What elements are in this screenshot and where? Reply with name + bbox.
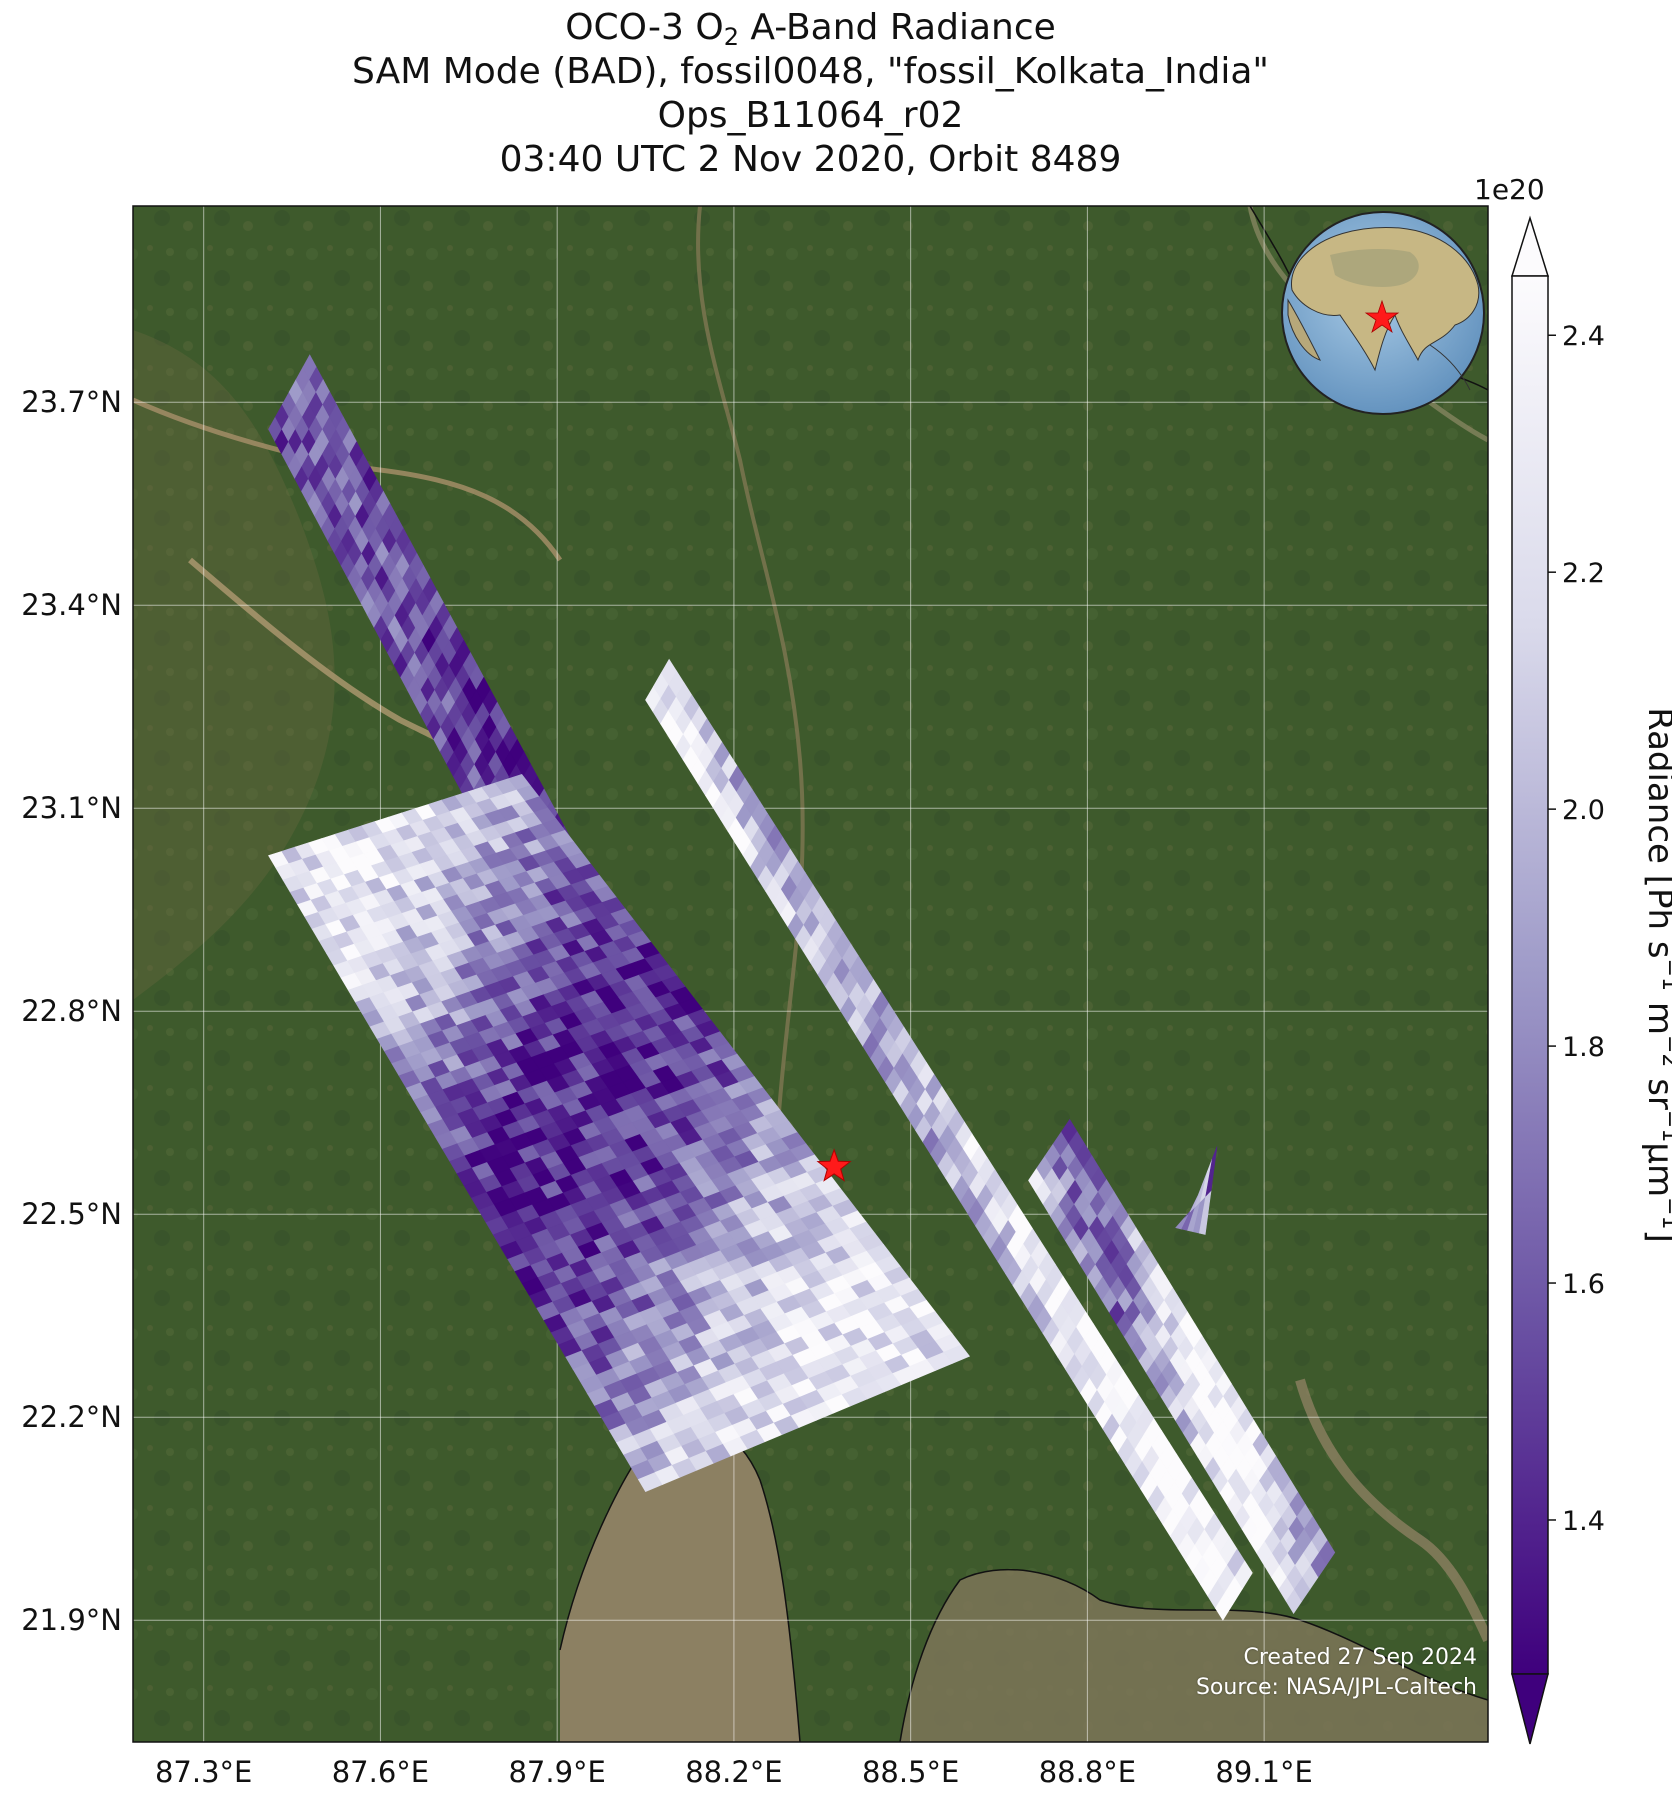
y-tick-label: 23.4°N (21, 588, 122, 622)
globe-indonesia (1429, 344, 1471, 391)
x-tick-label: 88.2°E (685, 1755, 782, 1789)
chart-title: OCO-3 O2 A-Band Radiance SAM Mode (BAD),… (133, 6, 1488, 182)
x-tick-label: 87.3°E (155, 1755, 252, 1789)
delta-channel (1295, 1378, 1488, 1643)
swath-5 (1175, 1146, 1218, 1235)
x-axis-ticks: 87.3°E 87.6°E 87.9°E 88.2°E 88.5°E 88.8°E 89.1… (155, 1755, 1313, 1789)
y-tick-label: 22.5°N (21, 1197, 122, 1231)
map-frame (132, 205, 1489, 1743)
x-tick-label: 87.9°E (508, 1755, 605, 1789)
radiance-cell (943, 1344, 971, 1364)
y-tick-label: 22.2°N (21, 1400, 122, 1434)
globe-africa-edge (1287, 298, 1321, 361)
colorbar-bar (1511, 275, 1549, 1675)
globe-himalaya (1330, 248, 1419, 287)
x-tick-label: 88.5°E (862, 1755, 959, 1789)
colorbar: 1.4 1.6 1.8 2.0 2.2 2.4 (1510, 215, 1605, 1745)
credit-created: Created 27 Sep 2024 (1243, 1645, 1478, 1670)
colorbar-max-extension (1510, 215, 1550, 277)
swath-4 (1028, 1118, 1336, 1614)
plateau-region (133, 330, 335, 1000)
colorbar-label: Radiance [Ph s−1 m−2 sr−1μm−1] (1640, 707, 1672, 1243)
radiance-cell (1318, 1539, 1336, 1566)
x-tick-label: 89.1°E (1215, 1755, 1312, 1789)
colorbar-tick-label: 2.0 (1562, 795, 1605, 826)
map-area (133, 206, 1488, 1742)
colorbar-tick-label: 1.6 (1562, 1269, 1605, 1300)
colorbar-tick-label: 2.2 (1562, 558, 1605, 589)
colorbar-min-extension (1511, 1673, 1549, 1745)
colorbar-ticks: 1.4 1.6 1.8 2.0 2.2 2.4 (1548, 321, 1605, 1537)
y-tick-label: 23.7°N (21, 385, 122, 419)
credit-source: Source: NASA/JPL-Caltech (1195, 1675, 1477, 1700)
y-tick-label: 22.8°N (21, 994, 122, 1028)
sundarbans-water (900, 1569, 1488, 1742)
colorbar-tick-label: 1.4 (1562, 1506, 1605, 1537)
target-star (816, 1148, 852, 1182)
swath-3 (645, 658, 1253, 1621)
river-damodar (133, 397, 563, 562)
radiance-cell (1205, 1146, 1218, 1197)
swath-2 (268, 774, 971, 1493)
y-tick-label: 23.1°N (21, 791, 122, 825)
colorbar-tick-label: 2.4 (1562, 321, 1605, 352)
x-tick-label: 87.6°E (332, 1755, 429, 1789)
title-line-1: OCO-3 O2 A-Band Radiance (565, 7, 1056, 51)
title-line-3: Ops_B11064_r02 (657, 95, 964, 136)
x-tick-label: 88.8°E (1039, 1755, 1136, 1789)
globe-target-star (1364, 299, 1400, 334)
inset-globe (1281, 211, 1485, 415)
y-axis-ticks: 23.7°N 23.4°N 23.1°N 22.8°N 22.5°N 22.2°N 21.9… (21, 385, 122, 1637)
target-star-marker (816, 1148, 852, 1182)
title-line-2: SAM Mode (BAD), fossil0048, "fossil_Kolk… (352, 51, 1269, 92)
colorbar-multiplier: 1e20 (1474, 173, 1545, 206)
radiance-swaths (268, 354, 1336, 1621)
title-line-4: 03:40 UTC 2 Nov 2020, Orbit 8489 (499, 139, 1122, 180)
y-tick-label: 21.9°N (21, 1603, 122, 1637)
colorbar-tick-label: 1.8 (1562, 1032, 1605, 1063)
radiance-cell (1234, 1560, 1253, 1590)
hooghly-estuary (560, 1421, 800, 1742)
